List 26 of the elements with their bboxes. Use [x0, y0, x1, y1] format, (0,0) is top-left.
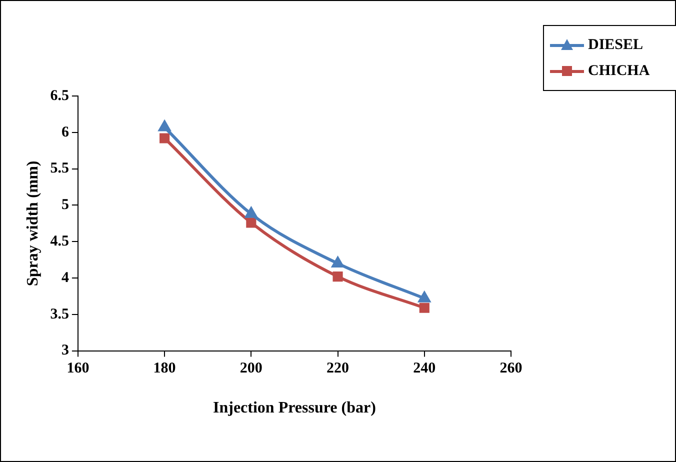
- point: [418, 292, 430, 302]
- y-tick-label: 6.5: [50, 88, 69, 104]
- point: [158, 120, 170, 132]
- y-axis-title: Spray width (mm): [24, 160, 42, 286]
- x-axis-title: Injection Pressure (bar): [213, 400, 376, 417]
- point: [419, 302, 430, 313]
- y-tick-label: 3: [61, 342, 69, 359]
- point: [160, 133, 170, 144]
- point: [332, 256, 344, 268]
- y-tick-label: 5.5: [50, 160, 69, 177]
- point: [332, 272, 343, 282]
- y-tick-label: 4.5: [50, 233, 69, 250]
- y-tick-label: 6: [61, 124, 70, 140]
- x-tick-label: 220: [326, 360, 350, 377]
- x-tick-label: 160: [66, 360, 90, 377]
- y-tick-label: 4: [61, 270, 70, 286]
- point: [246, 218, 256, 228]
- legend-label: DIESEL: [588, 36, 644, 54]
- x-tick-label: 200: [240, 360, 262, 377]
- y-tick-label: 5: [61, 197, 69, 214]
- legend-label: CHICHA: [588, 62, 650, 80]
- point: [245, 207, 257, 218]
- x-tick-label: 180: [153, 360, 176, 377]
- y-tick-label: 3.5: [50, 306, 69, 322]
- x-tick-label: 240: [413, 360, 436, 377]
- x-tick-label: 260: [500, 360, 522, 377]
